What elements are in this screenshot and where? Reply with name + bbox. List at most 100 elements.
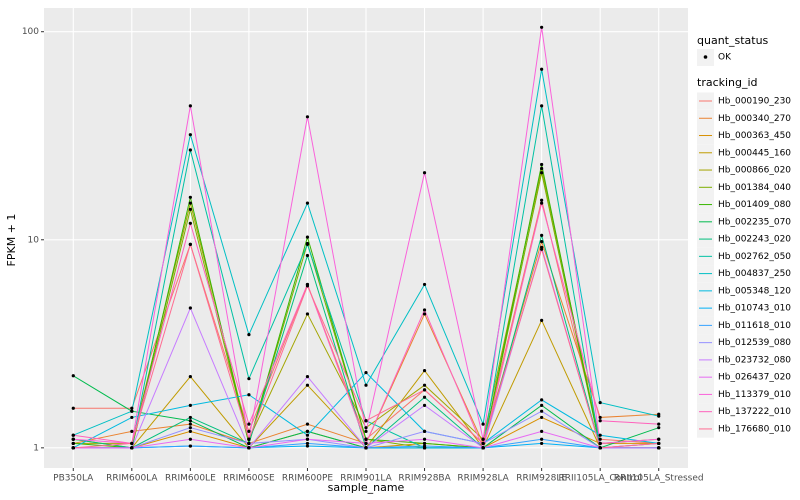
y-tick-label: 1 (33, 443, 39, 453)
legend-label: Hb_137222_010 (718, 407, 791, 417)
point (540, 233, 544, 237)
point (540, 403, 544, 407)
point (657, 437, 661, 441)
point (481, 437, 485, 441)
point (364, 383, 368, 387)
point (364, 429, 368, 433)
point (188, 444, 192, 448)
point (305, 312, 310, 316)
point (305, 422, 310, 426)
legend-label: Hb_000363_450 (718, 131, 791, 141)
point (481, 441, 485, 446)
legend-label: Hb_023732_080 (718, 355, 791, 365)
x-tick-label: RRIM928BA (398, 474, 451, 484)
point (540, 67, 544, 71)
legend-label: Hb_011618_010 (718, 321, 791, 331)
point (188, 426, 192, 430)
x-tick-label: RRIM600LA (106, 474, 158, 484)
point (130, 406, 134, 410)
legend-label: Hb_113379_010 (718, 390, 791, 400)
x-tick-label: RRIM600LE (165, 474, 216, 484)
point (188, 195, 192, 199)
point (130, 415, 134, 420)
point (364, 441, 368, 446)
point (188, 201, 192, 205)
legend-label: Hb_002762_050 (718, 252, 791, 262)
point (540, 247, 544, 251)
point (247, 377, 251, 381)
point (247, 437, 251, 441)
x-tick-label: RRIM928LA (457, 474, 509, 484)
point (422, 403, 427, 407)
point (188, 104, 192, 108)
point (540, 409, 544, 413)
legend-label: Hb_000340_270 (718, 114, 791, 124)
legend-label: Hb_176680_010 (718, 424, 791, 434)
point (540, 162, 544, 167)
point (598, 400, 602, 405)
point (71, 441, 75, 446)
color-legend-title: tracking_id (697, 76, 758, 89)
point (598, 446, 602, 450)
legend-label: Hb_010743_010 (718, 304, 791, 314)
point (305, 201, 310, 205)
point (540, 166, 544, 171)
point (305, 374, 310, 379)
point (364, 419, 368, 423)
point (247, 441, 251, 446)
point (598, 419, 602, 423)
point (422, 437, 427, 441)
legend-label: Hb_002243_020 (718, 235, 791, 245)
x-tick-label: RRIM901LA (340, 474, 392, 484)
point (422, 308, 427, 312)
y-tick-label: 100 (22, 27, 39, 37)
point (598, 437, 602, 441)
point (247, 446, 251, 450)
point (130, 441, 134, 446)
point (71, 406, 75, 410)
point (422, 171, 427, 175)
point (188, 419, 192, 423)
point (247, 429, 251, 433)
legend-label: Hb_005348_120 (718, 286, 791, 296)
point (305, 437, 310, 441)
point (188, 437, 192, 441)
point (305, 441, 310, 446)
point (540, 171, 544, 175)
point (598, 415, 602, 420)
x-tick-label: RRIM928LE (516, 474, 567, 484)
point (540, 318, 544, 322)
point (71, 446, 75, 450)
legend-point (703, 55, 708, 59)
point (540, 415, 544, 420)
point (657, 414, 661, 418)
point (540, 437, 544, 441)
point (657, 422, 661, 426)
point (188, 242, 192, 247)
point (305, 284, 310, 288)
y-axis-label: FPKM + 1 (5, 214, 18, 267)
point (540, 429, 544, 433)
point (305, 115, 310, 119)
point (481, 446, 485, 450)
point (598, 433, 602, 437)
point (188, 403, 192, 407)
point (540, 25, 544, 29)
x-tick-label: RRII105LA_Stressed (614, 474, 704, 484)
point (422, 429, 427, 433)
point (247, 333, 251, 337)
point (188, 221, 192, 225)
point (188, 415, 192, 420)
legend-label: Hb_000866_020 (718, 166, 791, 176)
x-tick-label: RRII105LA_Control (558, 474, 641, 484)
point (305, 235, 310, 239)
point (130, 429, 134, 433)
point (305, 444, 310, 448)
point (422, 444, 427, 448)
point (422, 282, 427, 287)
point (130, 409, 134, 413)
point (598, 441, 602, 446)
point (305, 383, 310, 387)
point (305, 429, 310, 433)
